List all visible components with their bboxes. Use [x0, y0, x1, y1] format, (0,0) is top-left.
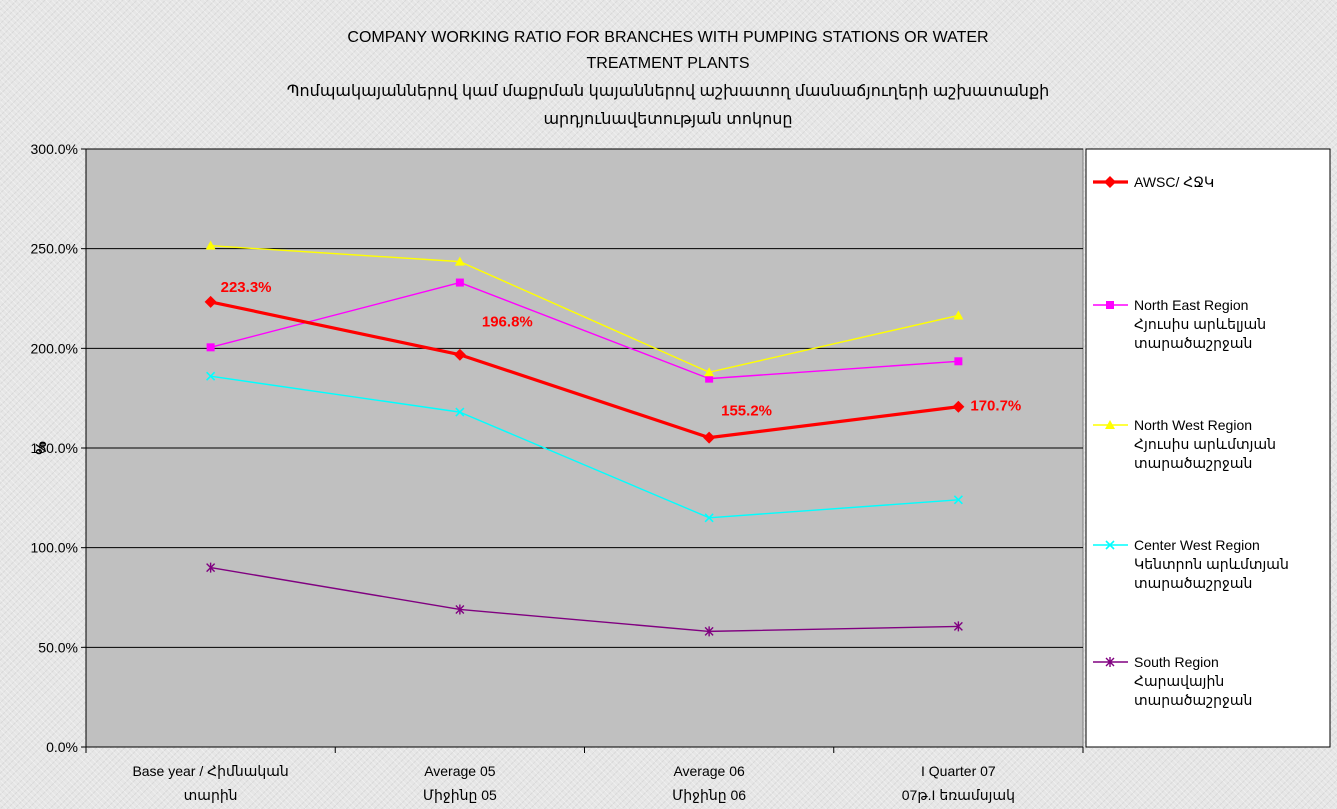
marker-shape [1106, 301, 1114, 309]
y-tick-label: 250.0% [31, 241, 78, 257]
marker-shape [705, 374, 714, 383]
data-point [704, 626, 714, 637]
marker-shape [205, 240, 216, 250]
data-point [954, 357, 963, 366]
data-point [705, 374, 714, 383]
y-tick-label: 300.0% [31, 141, 78, 157]
legend-label: Հյուսիս արևելյան [1134, 316, 1266, 332]
data-point [204, 295, 217, 308]
marker-shape [704, 367, 715, 377]
marker-shape [1104, 176, 1116, 188]
marker-shape [954, 357, 963, 366]
y-tick-label: 200.0% [31, 340, 78, 356]
chart-title-line: COMPANY WORKING RATIO FOR BRANCHES WITH … [347, 29, 988, 46]
legend-label: Հարավային [1134, 673, 1224, 689]
data-point [704, 367, 715, 377]
data-point [453, 348, 466, 361]
series-line-0 [210, 300, 959, 440]
series-line-2 [210, 244, 959, 373]
data-point [455, 407, 465, 417]
legend-label: Կենտրոն արևմտյան [1134, 556, 1289, 572]
x-category-label: Average 06 [673, 763, 745, 779]
data-point [952, 400, 965, 413]
marker-shape [704, 513, 714, 523]
marker-shape [953, 621, 963, 632]
legend-item: South Region Հարավային տարածաշրջան [1093, 654, 1252, 708]
legend-swatch-marker [1106, 301, 1114, 309]
marker-shape [206, 371, 216, 381]
marker-shape [204, 295, 217, 308]
marker-shape [206, 343, 215, 352]
legend-label: տարածաշրջան [1134, 692, 1252, 708]
data-point [953, 310, 964, 320]
legend-swatch-marker [1105, 657, 1115, 667]
marker-shape [953, 495, 963, 505]
legend-label: տարածաշրջան [1134, 455, 1252, 471]
marker-shape [704, 626, 714, 637]
chart-title-line: արդյունավետության տոկոսը [543, 111, 792, 128]
data-point [703, 431, 716, 444]
x-category-label: Միջինը 05 [423, 787, 497, 803]
marker-shape [703, 431, 716, 444]
legend-label: South Region [1134, 654, 1219, 670]
data-point [953, 495, 963, 505]
data-label: 196.8% [482, 314, 533, 331]
series-line-1 [210, 281, 959, 380]
series-line-3 [210, 375, 959, 519]
data-point [205, 240, 216, 250]
legend-label: տարածաշրջան [1134, 575, 1252, 591]
y-tick-label: 150.0% [31, 440, 78, 456]
data-label: 223.3% [221, 279, 272, 296]
legend-item: AWSC/ ՀՋԿ [1093, 174, 1214, 190]
marker-shape [953, 310, 964, 320]
legend-label: AWSC/ ՀՋԿ [1134, 174, 1214, 190]
y-tick-label: 50.0% [38, 639, 78, 655]
series-line-4 [210, 566, 959, 633]
legend-swatch-marker [1105, 420, 1115, 429]
legend-item: North West Region Հյուսիս արևմտյան տարածաշ… [1093, 417, 1276, 471]
data-point [206, 343, 215, 352]
x-category-label: Միջինը 06 [672, 787, 746, 803]
data-label: 170.7% [970, 398, 1021, 415]
marker-shape [455, 278, 464, 287]
marker-shape [206, 562, 216, 573]
data-point [455, 604, 465, 615]
legend-label: Հյուսիս արևմտյան [1134, 436, 1276, 452]
data-point [454, 256, 465, 266]
marker-shape [455, 604, 465, 615]
y-tick-label: 0.0% [46, 739, 78, 755]
marker-shape [455, 407, 465, 417]
legend-swatch-marker [1104, 176, 1116, 188]
data-point [455, 278, 464, 287]
legend-label: North East Region [1134, 297, 1248, 313]
y-axis-label: % [33, 441, 50, 454]
x-category-label: Average 05 [424, 763, 496, 779]
x-category-label: Base year / Հիմնական [132, 763, 288, 779]
x-category-label: I Quarter 07 [921, 763, 996, 779]
chart-title-line: TREATMENT PLANTS [587, 55, 750, 72]
legend-swatch-marker [1105, 540, 1115, 550]
marker-shape [1105, 657, 1115, 667]
marker-shape [1105, 420, 1115, 429]
legend [1085, 148, 1331, 748]
data-point [206, 371, 216, 381]
legend-label: North West Region [1134, 417, 1252, 433]
chart-title-line: Պոմպակայաններով կամ մաքրման կայաններով ա… [287, 83, 1050, 100]
y-tick-label: 100.0% [31, 540, 78, 556]
legend-item: North East Region Հյուսիս արևելյան տարածաշ… [1093, 297, 1266, 351]
x-category-label: տարին [184, 787, 238, 803]
data-point [953, 621, 963, 632]
marker-shape [1105, 540, 1115, 550]
data-label: 155.2% [721, 403, 772, 420]
x-category-label: 07թ.I եռամսյակ [902, 787, 1015, 803]
marker-shape [453, 348, 466, 361]
legend-label: Center West Region [1134, 537, 1260, 553]
data-point [704, 513, 714, 523]
legend-label: տարածաշրջան [1134, 335, 1252, 351]
legend-item: Center West Region Կենտրոն արևմտյան տարածա… [1093, 537, 1289, 591]
marker-shape [952, 400, 965, 413]
marker-shape [454, 256, 465, 266]
data-point [206, 562, 216, 573]
